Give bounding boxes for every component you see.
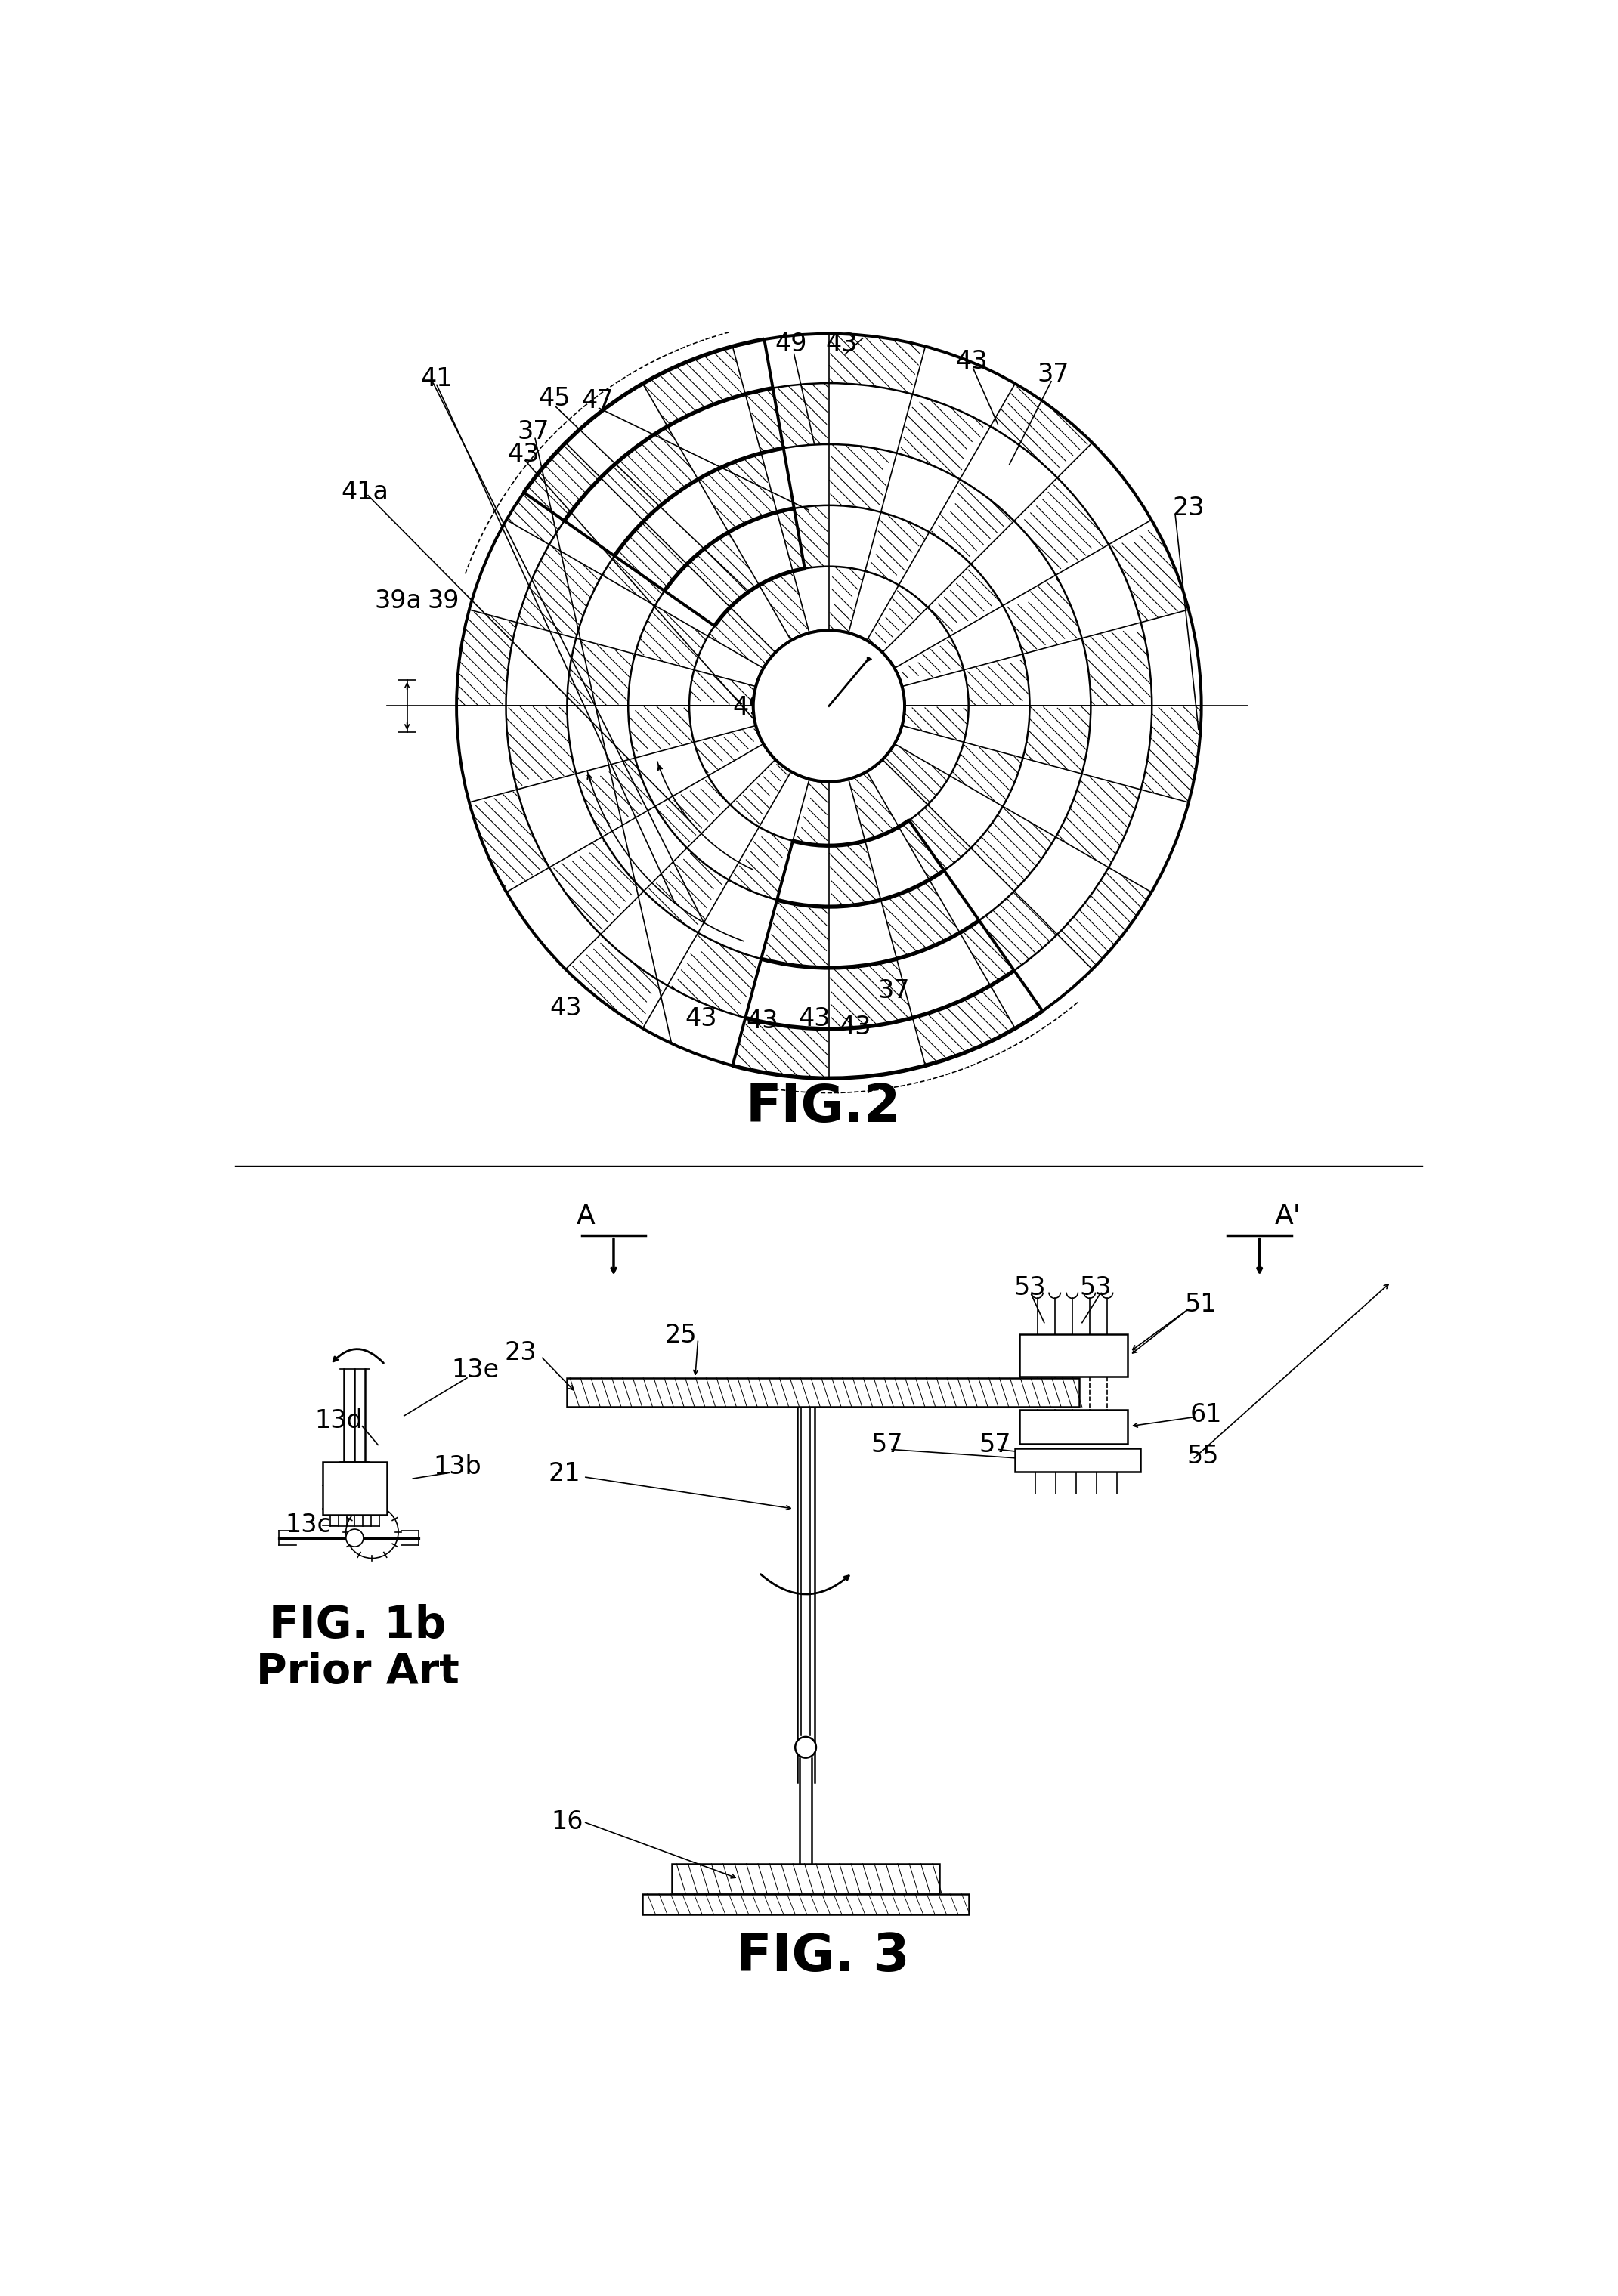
Text: 57: 57 — [979, 1433, 1011, 1458]
Text: 45: 45 — [539, 386, 570, 411]
Text: FIG.2: FIG.2 — [746, 1081, 901, 1132]
Circle shape — [346, 1529, 364, 1548]
Text: 43: 43 — [550, 996, 582, 1022]
Text: 47: 47 — [581, 388, 613, 413]
Text: 57: 57 — [870, 1433, 903, 1458]
Text: 25: 25 — [665, 1322, 697, 1348]
Text: 37: 37 — [1037, 363, 1069, 388]
Text: 41a: 41a — [341, 480, 388, 505]
FancyBboxPatch shape — [1014, 1449, 1141, 1472]
Text: 55: 55 — [1186, 1444, 1218, 1469]
Text: 43: 43 — [508, 443, 539, 466]
Text: 39a: 39a — [374, 588, 422, 613]
Text: 43: 43 — [956, 349, 987, 374]
Text: A': A' — [1275, 1203, 1301, 1231]
FancyBboxPatch shape — [322, 1463, 387, 1515]
FancyBboxPatch shape — [671, 1864, 940, 1894]
Text: 16: 16 — [552, 1809, 582, 1835]
FancyBboxPatch shape — [566, 1378, 1079, 1407]
FancyBboxPatch shape — [642, 1894, 969, 1915]
Text: 43: 43 — [798, 1006, 830, 1031]
Text: 23: 23 — [1173, 496, 1205, 521]
Text: 41: 41 — [421, 367, 451, 393]
Text: 13d: 13d — [316, 1407, 362, 1433]
Text: 43: 43 — [840, 1015, 870, 1040]
Text: 53: 53 — [1079, 1274, 1112, 1300]
Circle shape — [794, 1736, 815, 1759]
Text: 13b: 13b — [434, 1453, 482, 1479]
Text: 13e: 13e — [451, 1357, 498, 1382]
Text: 39: 39 — [427, 588, 460, 613]
Text: FIG. 1b: FIG. 1b — [269, 1603, 447, 1646]
FancyBboxPatch shape — [1019, 1334, 1128, 1375]
FancyBboxPatch shape — [1019, 1410, 1128, 1444]
Text: 49a: 49a — [733, 696, 780, 719]
Text: 49: 49 — [775, 331, 807, 356]
Text: 13c: 13c — [285, 1513, 332, 1538]
Text: A: A — [576, 1203, 595, 1231]
Text: 53: 53 — [1013, 1274, 1045, 1300]
Text: 43: 43 — [684, 1006, 717, 1031]
Text: 37: 37 — [518, 418, 550, 443]
Text: 23: 23 — [505, 1341, 537, 1366]
Text: 37: 37 — [879, 978, 911, 1003]
Circle shape — [754, 631, 904, 781]
Text: Prior Art: Prior Art — [256, 1651, 460, 1692]
Text: FIG. 3: FIG. 3 — [736, 1931, 909, 1981]
Text: 43: 43 — [746, 1008, 778, 1033]
Text: 21: 21 — [549, 1463, 581, 1486]
Text: 61: 61 — [1189, 1403, 1222, 1428]
Text: 43: 43 — [825, 331, 858, 356]
Text: 51: 51 — [1184, 1293, 1217, 1316]
